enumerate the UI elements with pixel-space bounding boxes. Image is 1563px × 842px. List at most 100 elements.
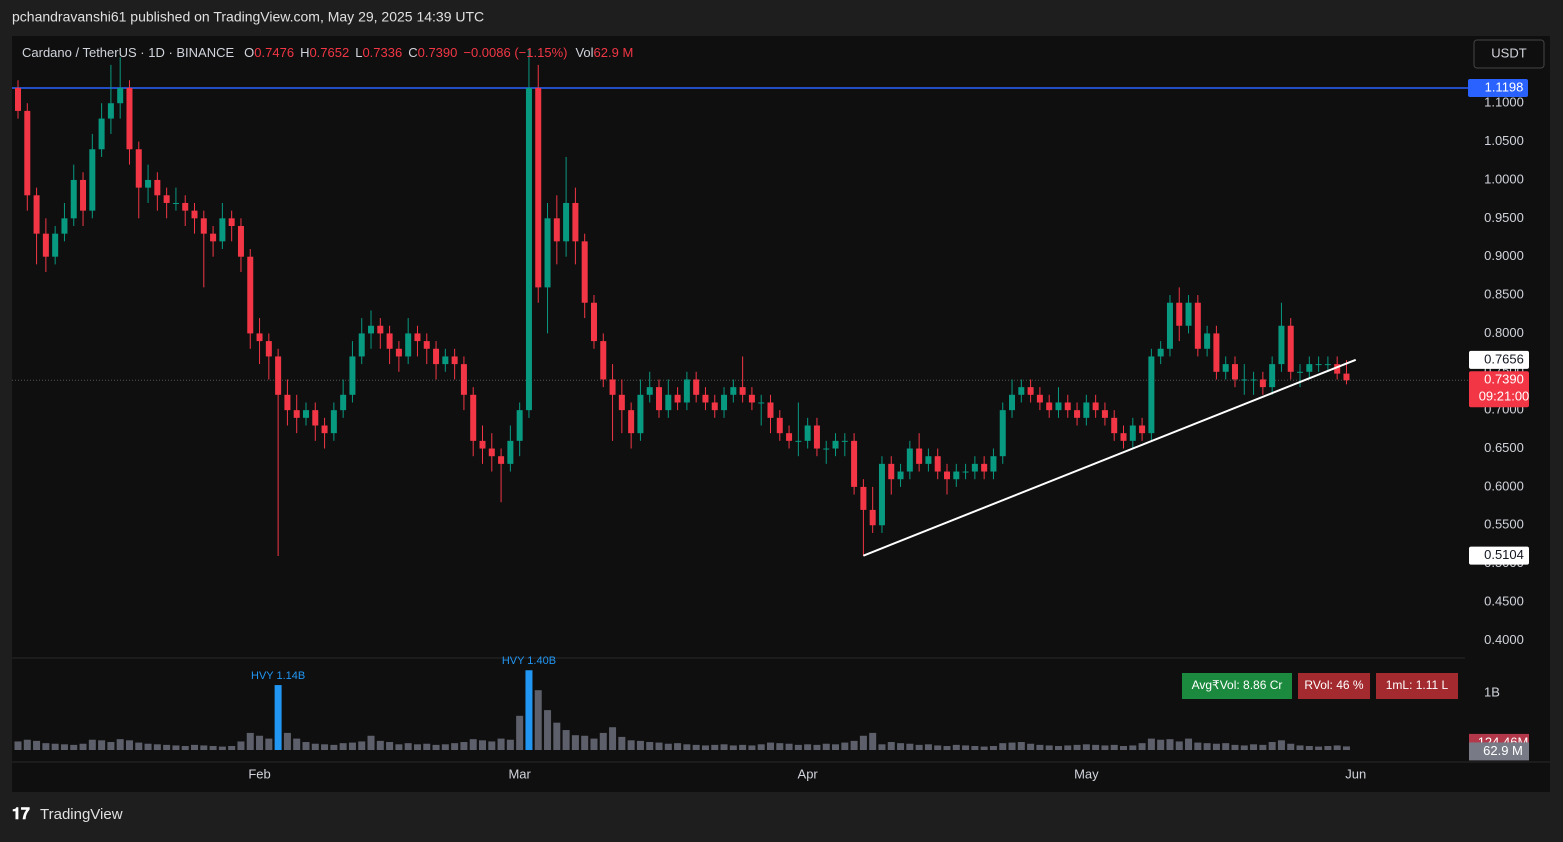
candle-body xyxy=(804,425,811,441)
legend-key: O xyxy=(244,45,254,60)
volume-bar xyxy=(302,742,310,750)
volume-bar xyxy=(469,739,477,750)
candle-body xyxy=(553,218,560,242)
candle-body xyxy=(1111,417,1118,434)
candle-body xyxy=(906,448,913,472)
candle-body xyxy=(656,387,663,411)
candle-body xyxy=(981,463,988,472)
candle-body xyxy=(117,87,124,104)
volume-bar xyxy=(525,670,533,750)
candle-body xyxy=(219,218,226,242)
candle-body xyxy=(1278,325,1285,365)
volume-bar xyxy=(804,744,812,750)
candle-body xyxy=(200,218,207,234)
candle-body xyxy=(767,402,774,418)
currency-button[interactable] xyxy=(1473,39,1545,69)
candle-body xyxy=(990,456,997,472)
volume-bar xyxy=(1240,745,1248,750)
candle-body xyxy=(646,387,653,395)
volume-bar xyxy=(943,746,951,750)
candle-body xyxy=(256,333,263,342)
volume-bar xyxy=(794,744,802,750)
volume-bar xyxy=(228,746,236,750)
volume-bar xyxy=(413,744,421,750)
candle-body xyxy=(1101,410,1108,418)
volume-bar xyxy=(479,740,486,750)
candle-body xyxy=(1120,433,1127,441)
legend-key: L xyxy=(355,45,362,60)
hvy-label: HVY 1.40B xyxy=(502,655,556,667)
candle-body xyxy=(182,202,189,211)
candle-body xyxy=(581,241,588,303)
volume-bar xyxy=(915,744,923,750)
volume-bar xyxy=(832,744,840,750)
volume-bar xyxy=(887,742,895,750)
candle-body xyxy=(916,448,923,464)
volume-bar xyxy=(1036,744,1044,750)
volume-bar xyxy=(70,744,78,750)
volume-bar xyxy=(785,743,793,750)
candle-body xyxy=(80,179,87,211)
candle-body xyxy=(52,233,59,257)
candle-body xyxy=(1036,394,1043,403)
candle-body xyxy=(1194,302,1201,349)
candle-body xyxy=(1009,394,1016,411)
candle-body xyxy=(1287,325,1294,372)
candle-body xyxy=(721,394,728,411)
candle-body xyxy=(1185,302,1192,326)
hline-tag xyxy=(1468,79,1528,98)
candle-body xyxy=(1269,364,1276,388)
volume-bar xyxy=(339,743,347,750)
volume-bar xyxy=(1222,743,1230,750)
currency[interactable]: USDT xyxy=(1491,45,1526,60)
volume-bar xyxy=(1231,744,1239,750)
x-tick-label: Feb xyxy=(248,766,270,781)
candle-body xyxy=(776,417,783,434)
volume-bar xyxy=(1175,741,1183,750)
volume-bar xyxy=(293,738,301,750)
x-tick-label: Apr xyxy=(798,766,819,781)
volume-bar xyxy=(488,741,496,750)
candle-body xyxy=(1139,425,1146,434)
volume-bar xyxy=(1101,745,1109,750)
volume-bar xyxy=(42,743,50,750)
volume-last-label: 62.9 M xyxy=(1483,743,1523,758)
volume-bar xyxy=(367,735,375,750)
volume-bar xyxy=(609,727,617,750)
y-tick-label: 0.5500 xyxy=(1484,517,1524,532)
candle-body xyxy=(42,233,49,257)
volume-bar xyxy=(683,744,691,750)
candle-body xyxy=(1334,364,1341,374)
countdown: 09:21:00 xyxy=(1479,389,1530,404)
volume-bar xyxy=(1073,744,1081,750)
volume-bar xyxy=(1110,744,1118,750)
candle-body xyxy=(665,394,672,411)
volume-bar xyxy=(766,742,774,750)
volume-bar xyxy=(1250,744,1258,750)
candle-body xyxy=(1083,402,1090,418)
candle-body xyxy=(312,410,319,426)
volume-bar xyxy=(952,744,960,750)
legend-row: Cardano / TetherUS · 1D · BINANCE O0.7476… xyxy=(22,45,633,60)
volume-bar xyxy=(878,744,886,750)
badge xyxy=(1376,673,1458,699)
candle-body xyxy=(460,364,467,395)
volume-bar xyxy=(497,738,505,750)
y-tick-label: 1.0000 xyxy=(1484,171,1524,186)
volume-bar xyxy=(971,746,979,750)
volume-bar xyxy=(1008,742,1016,750)
change: −0.0086 (−1.15%) xyxy=(463,45,567,60)
volume-bar xyxy=(599,732,607,750)
volume-bar xyxy=(209,746,217,750)
volume-bar xyxy=(51,743,59,750)
volume-bar xyxy=(506,739,514,750)
volume-bar xyxy=(60,744,68,750)
candle-body xyxy=(860,486,867,510)
volume-bar xyxy=(246,732,254,750)
volume-bar xyxy=(358,741,366,750)
volume-bar xyxy=(1045,745,1053,750)
candle-body xyxy=(470,394,477,441)
candle-body xyxy=(126,87,133,150)
y-tick-label: 0.4500 xyxy=(1484,593,1524,608)
volume-bar xyxy=(748,745,756,750)
